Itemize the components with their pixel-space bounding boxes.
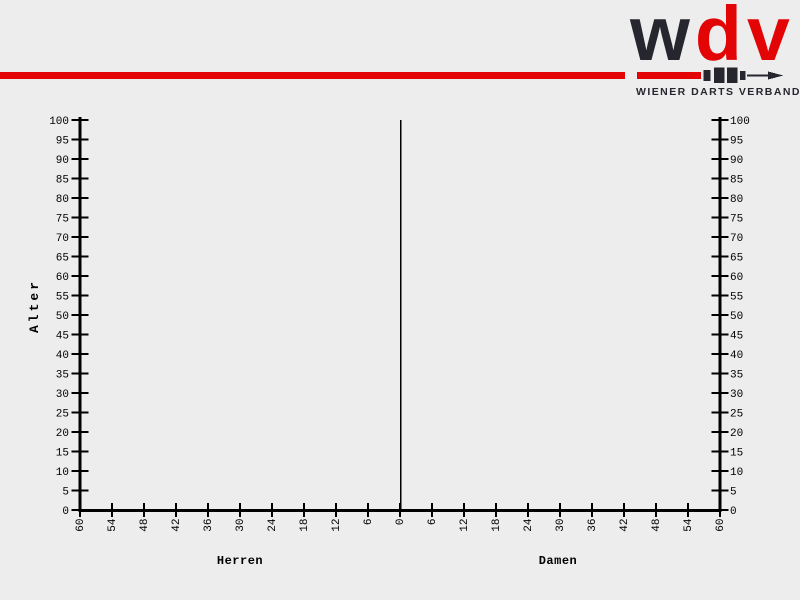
y-tick-label-right: 40: [730, 350, 743, 362]
y-tick-label-left: 75: [56, 214, 69, 226]
y-tick-label-right: 85: [730, 175, 743, 187]
y-tick-label-left: 65: [56, 253, 69, 265]
y-tick-label-right: 100: [730, 116, 750, 128]
y-tick-label-left: 0: [62, 506, 69, 518]
y-tick-label-left: 35: [56, 370, 69, 382]
x-tick-label: 12: [331, 519, 343, 532]
y-tick-label-left: 70: [56, 233, 69, 245]
x-tick-label: 42: [619, 519, 631, 532]
x-tick-label: 30: [555, 519, 567, 532]
y-tick-label-left: 20: [56, 428, 69, 440]
dart-icon: [637, 67, 784, 83]
dart-barrel-red: [637, 72, 701, 79]
y-tick-label-left: 55: [56, 292, 69, 304]
x-tick-label: 60: [715, 519, 727, 532]
right-series-label: Damen: [539, 554, 578, 568]
header-red-rule: [0, 72, 625, 79]
y-tick-label-right: 75: [730, 214, 743, 226]
dart-point: [768, 71, 784, 80]
y-tick-label-right: 20: [730, 428, 743, 440]
x-tick-label: 48: [139, 519, 151, 532]
x-tick-label: 24: [523, 518, 535, 532]
logo-wordmark: wdv: [630, 0, 795, 73]
dart-shaft: [747, 74, 770, 77]
y-tick-label-right: 55: [730, 292, 743, 304]
y-tick-label-right: 65: [730, 253, 743, 265]
y-tick-label-left: 25: [56, 409, 69, 421]
y-tick-label-right: 70: [730, 233, 743, 245]
dart-flight-2: [714, 67, 725, 83]
x-tick-label: 48: [651, 519, 663, 532]
logo-letter-d: d: [694, 0, 747, 77]
x-tick-label: 36: [587, 519, 599, 532]
left-series-label: Herren: [217, 554, 263, 568]
logo-letter-v: v: [746, 0, 795, 77]
y-tick-label-right: 25: [730, 409, 743, 421]
y-tick-label-right: 80: [730, 194, 743, 206]
y-tick-label-right: 0: [730, 506, 737, 518]
y-tick-label-left: 45: [56, 331, 69, 343]
y-tick-label-right: 15: [730, 448, 743, 460]
y-tick-label-left: 80: [56, 194, 69, 206]
x-tick-label: 6: [427, 519, 439, 526]
y-tick-label-right: 95: [730, 136, 743, 148]
y-tick-label-left: 10: [56, 467, 69, 479]
y-tick-label-right: 30: [730, 389, 743, 401]
dart-flight-1: [703, 70, 711, 81]
y-tick-label-left: 95: [56, 136, 69, 148]
x-tick-label: 54: [107, 518, 119, 532]
logo-letter-w: w: [630, 0, 695, 77]
y-tick-label-right: 10: [730, 467, 743, 479]
x-tick-label: 6: [363, 519, 375, 526]
y-tick-label-left: 85: [56, 175, 69, 187]
x-tick-label: 12: [459, 519, 471, 532]
y-tick-label-left: 40: [56, 350, 69, 362]
x-tick-label: 60: [75, 519, 87, 532]
y-tick-label-left: 100: [49, 116, 69, 128]
x-tick-label: 18: [299, 519, 311, 532]
y-tick-label-right: 90: [730, 155, 743, 167]
dart-flight-3: [727, 67, 738, 83]
y-tick-label-left: 50: [56, 311, 69, 323]
y-tick-label-right: 50: [730, 311, 743, 323]
x-tick-label: 30: [235, 519, 247, 532]
x-tick-label: 54: [683, 518, 695, 532]
y-tick-label-left: 30: [56, 389, 69, 401]
y-tick-label-left: 60: [56, 272, 69, 284]
y-tick-label-right: 60: [730, 272, 743, 284]
y-tick-label-left: 90: [56, 155, 69, 167]
dart-flight-4: [740, 71, 746, 80]
y-tick-label-left: 15: [56, 448, 69, 460]
x-tick-label: 0: [395, 519, 407, 526]
y-tick-label-left: 5: [62, 487, 69, 499]
x-tick-label: 24: [267, 518, 279, 532]
y-tick-label-right: 35: [730, 370, 743, 382]
y-axis-title: Alter: [27, 279, 42, 333]
x-tick-label: 36: [203, 519, 215, 532]
logo-tagline: WIENER DARTS VERBAND: [636, 86, 800, 98]
y-tick-label-right: 5: [730, 487, 737, 499]
x-tick-label: 18: [491, 519, 503, 532]
x-tick-label: 42: [171, 519, 183, 532]
y-tick-label-right: 45: [730, 331, 743, 343]
